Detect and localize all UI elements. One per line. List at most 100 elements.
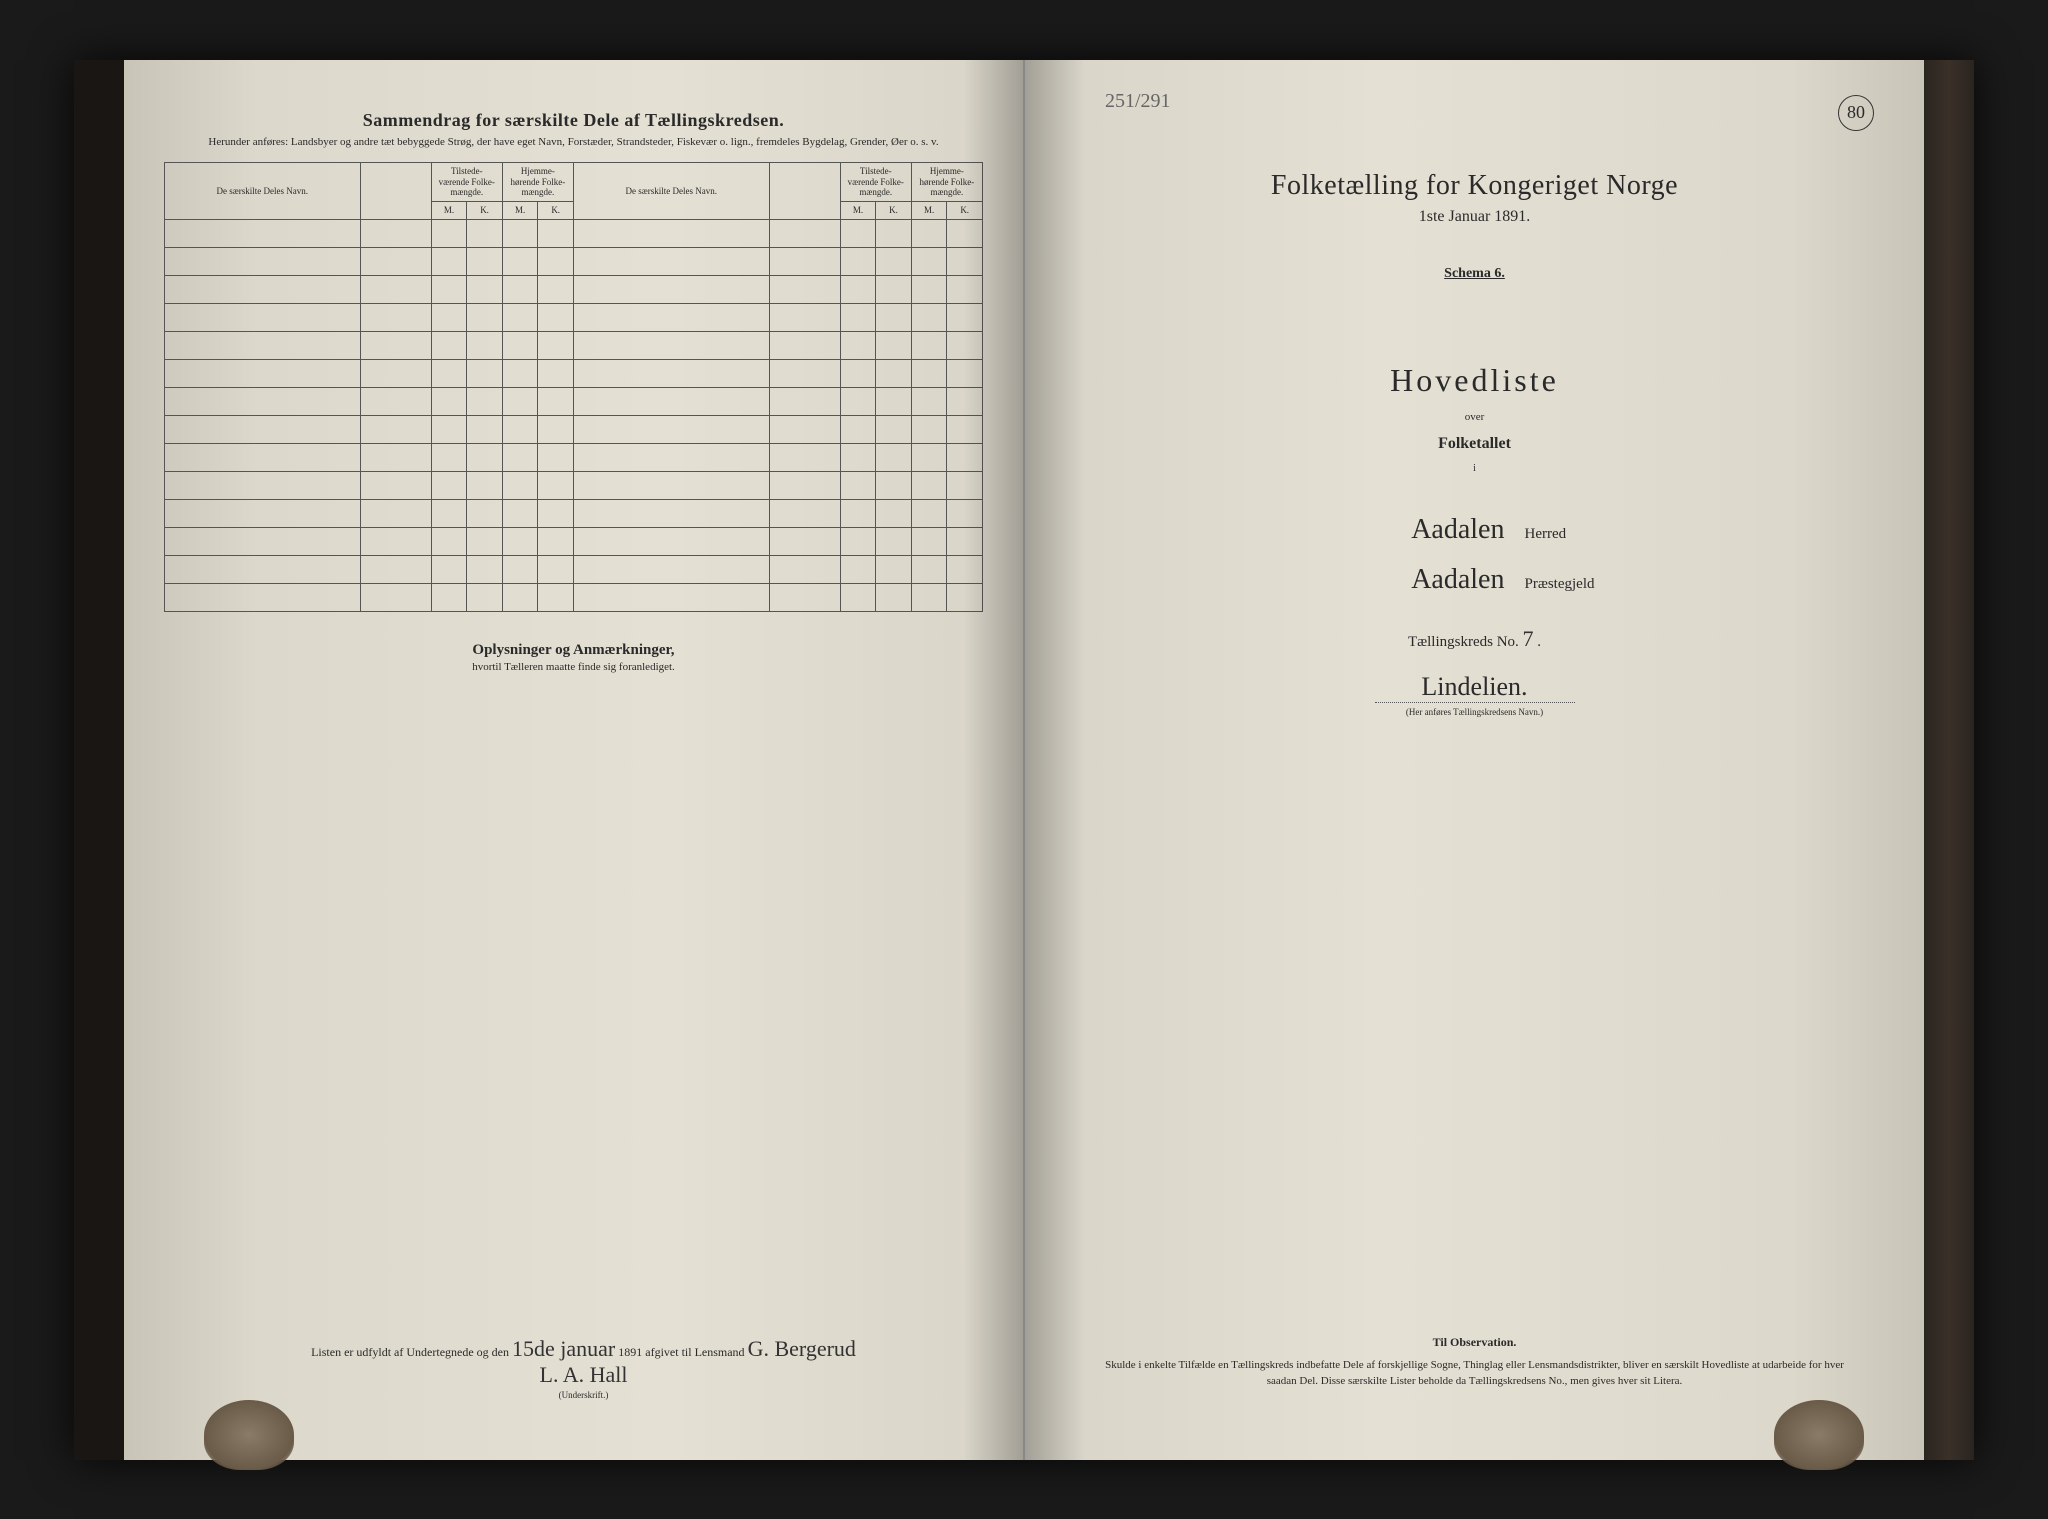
table-cell: [360, 528, 431, 556]
table-cell: [947, 276, 983, 304]
table-cell: [876, 444, 912, 472]
observation-text: Skulde i enkelte Tilfælde en Tællingskre…: [1105, 1357, 1844, 1390]
left-page: Sammendrag for særskilte Dele af Tælling…: [124, 60, 1025, 1460]
table-cell: [876, 388, 912, 416]
pencil-annotation: 251/291: [1105, 90, 1171, 113]
oplysninger-section: Oplysninger og Anmærkninger, hvortil Tæl…: [164, 642, 983, 673]
th-k: K.: [947, 202, 983, 220]
table-cell: [538, 248, 574, 276]
table-cell: [538, 332, 574, 360]
table-cell: [769, 416, 840, 444]
table-cell: [840, 584, 876, 612]
table-cell: [431, 388, 467, 416]
table-cell: [573, 528, 769, 556]
table-cell: [769, 248, 840, 276]
table-row: [165, 332, 983, 360]
signature-2: L. A. Hall: [540, 1362, 628, 1387]
right-page: 251/291 80 Folketælling for Kongeriget N…: [1025, 60, 1924, 1460]
table-cell: [769, 472, 840, 500]
table-cell: [769, 500, 840, 528]
table-cell: [538, 444, 574, 472]
table-cell: [876, 500, 912, 528]
table-cell: [165, 220, 361, 248]
table-cell: [947, 332, 983, 360]
table-cell: [431, 248, 467, 276]
table-cell: [573, 332, 769, 360]
kreds-row: Tællingskreds No. 7 .: [1065, 626, 1884, 652]
table-cell: [467, 360, 503, 388]
table-cell: [947, 220, 983, 248]
table-cell: [573, 500, 769, 528]
table-cell: [165, 360, 361, 388]
table-cell: [769, 388, 840, 416]
table-cell: [573, 556, 769, 584]
table-cell: [947, 388, 983, 416]
table-cell: [769, 332, 840, 360]
table-cell: [947, 472, 983, 500]
table-cell: [360, 360, 431, 388]
herred-row: Aadalen Herred: [1065, 514, 1884, 546]
table-cell: [467, 248, 503, 276]
table-row: [165, 220, 983, 248]
table-header: De særskilte Deles Navn. Tilstede-værend…: [165, 162, 983, 219]
table-cell: [431, 584, 467, 612]
table-cell: [840, 304, 876, 332]
table-cell: [876, 472, 912, 500]
table-cell: [431, 472, 467, 500]
table-cell: [467, 556, 503, 584]
table-cell: [467, 584, 503, 612]
table-row: [165, 528, 983, 556]
table-cell: [573, 304, 769, 332]
table-cell: [769, 556, 840, 584]
table-cell: [911, 500, 947, 528]
table-cell: [467, 444, 503, 472]
table-cell: [876, 304, 912, 332]
table-cell: [165, 304, 361, 332]
table-cell: [538, 500, 574, 528]
table-cell: [360, 472, 431, 500]
table-cell: [947, 416, 983, 444]
table-cell: [360, 416, 431, 444]
table-cell: [911, 220, 947, 248]
table-cell: [876, 276, 912, 304]
sign-prefix: Listen er udfyldt af Undertegnede og den: [311, 1345, 509, 1359]
table-cell: [911, 388, 947, 416]
table-cell: [431, 304, 467, 332]
table-cell: [769, 528, 840, 556]
table-cell: [769, 276, 840, 304]
table-cell: [165, 276, 361, 304]
table-cell: [502, 472, 538, 500]
table-cell: [911, 528, 947, 556]
signature-block: Listen er udfyldt af Undertegnede og den…: [184, 1336, 983, 1400]
table-cell: [165, 500, 361, 528]
table-cell: [911, 304, 947, 332]
book-spread: Sammendrag for særskilte Dele af Tælling…: [74, 60, 1974, 1460]
sign-year: 1891 afgivet til Lensmand: [618, 1345, 744, 1359]
table-cell: [467, 500, 503, 528]
table-cell: [165, 416, 361, 444]
table-row: [165, 276, 983, 304]
table-cell: [502, 304, 538, 332]
table-cell: [876, 360, 912, 388]
th-k: K.: [467, 202, 503, 220]
table-cell: [502, 444, 538, 472]
table-cell: [840, 360, 876, 388]
table-cell: [502, 248, 538, 276]
hovedliste-block: Hovedliste over Folketallet i: [1065, 362, 1884, 474]
table-cell: [947, 360, 983, 388]
table-cell: [360, 304, 431, 332]
table-cell: [431, 360, 467, 388]
table-cell: [360, 444, 431, 472]
table-cell: [467, 276, 503, 304]
summary-header: Sammendrag for særskilte Dele af Tælling…: [164, 110, 983, 150]
table-cell: [360, 388, 431, 416]
table-cell: [431, 444, 467, 472]
sign-date: 15de januar: [512, 1336, 615, 1361]
census-date: 1ste Januar 1891.: [1065, 208, 1884, 226]
over-label: over: [1065, 411, 1884, 423]
table-cell: [538, 276, 574, 304]
summary-table: De særskilte Deles Navn. Tilstede-værend…: [164, 162, 983, 612]
table-cell: [502, 416, 538, 444]
table-cell: [431, 500, 467, 528]
table-cell: [165, 528, 361, 556]
